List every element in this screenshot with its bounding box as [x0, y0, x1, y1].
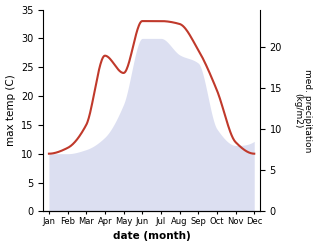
- Y-axis label: med. precipitation
(kg/m2): med. precipitation (kg/m2): [293, 69, 313, 152]
- X-axis label: date (month): date (month): [113, 231, 190, 242]
- Y-axis label: max temp (C): max temp (C): [5, 75, 16, 146]
